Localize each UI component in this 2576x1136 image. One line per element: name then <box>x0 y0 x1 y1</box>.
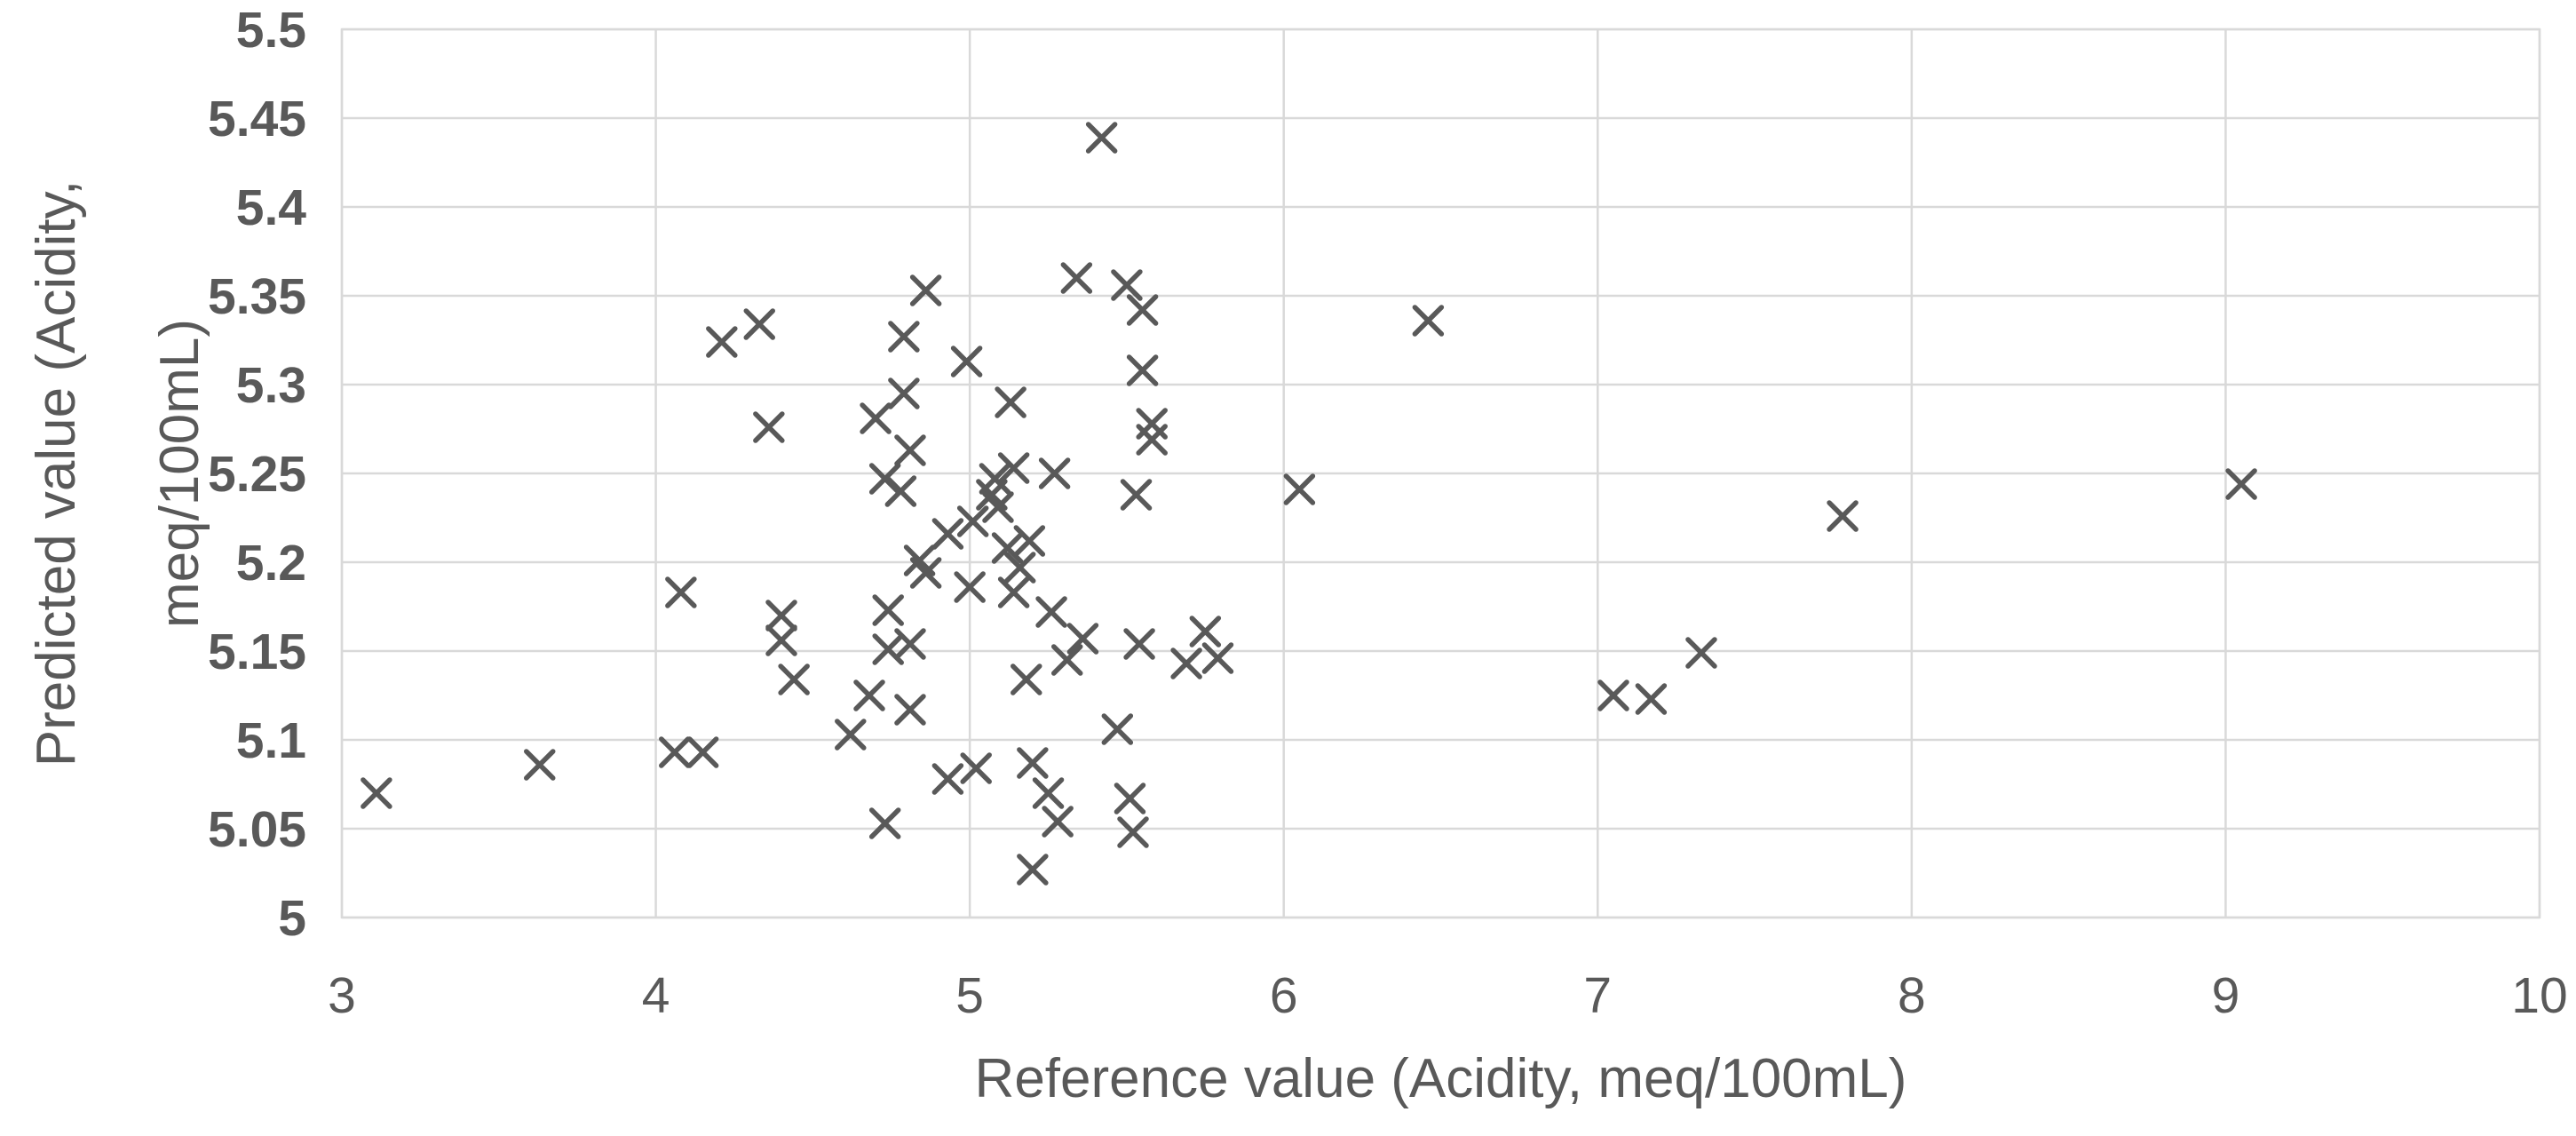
y-tick-label: 5.3 <box>236 357 306 414</box>
data-point-marker <box>991 532 1024 564</box>
y-tick-label: 5.45 <box>208 91 306 147</box>
data-point-marker <box>659 736 691 768</box>
scatter-points <box>361 122 2257 886</box>
data-point-marker <box>868 807 901 839</box>
data-point-marker <box>1060 262 1093 294</box>
y-axis-title: Predicted value (Acidity, meq/100mL) <box>26 29 210 918</box>
data-point-marker <box>982 491 1014 523</box>
data-point-marker <box>1189 616 1222 647</box>
data-point-marker <box>1126 354 1159 386</box>
data-point-marker <box>1035 596 1067 628</box>
data-point-marker <box>894 434 926 466</box>
data-point-marker <box>888 377 920 409</box>
data-point-marker <box>860 402 892 434</box>
data-point-marker <box>884 475 917 507</box>
data-point-marker <box>1412 305 1445 337</box>
data-point-marker <box>1038 457 1071 489</box>
data-point-marker <box>1066 623 1099 655</box>
x-tick-label: 10 <box>2511 967 2567 1024</box>
data-point-marker <box>1032 777 1065 809</box>
data-point-marker <box>909 557 942 589</box>
data-point-marker <box>1111 269 1143 301</box>
x-tick-label: 6 <box>1270 967 1298 1024</box>
data-point-marker <box>765 624 797 656</box>
data-point-marker <box>765 600 797 632</box>
data-point-marker <box>1051 644 1083 676</box>
y-axis-title-line1: Predicted value (Acidity, <box>26 179 87 767</box>
x-axis-tick-labels: 3 4 5 6 7 8 9 10 <box>328 967 2568 1024</box>
data-point-marker <box>665 576 697 608</box>
data-point-marker <box>1011 663 1042 695</box>
x-tick-label: 3 <box>328 967 356 1024</box>
data-point-marker <box>1136 424 1168 456</box>
y-tick-label: 5.05 <box>208 801 306 858</box>
data-point-marker <box>1117 816 1149 848</box>
data-point-marker <box>1017 854 1049 886</box>
data-point-marker <box>950 346 983 377</box>
data-point-marker <box>743 308 775 340</box>
data-point-marker <box>872 594 904 626</box>
data-point-marker <box>1101 713 1134 745</box>
data-point-marker <box>1827 500 1859 532</box>
data-point-marker <box>1114 782 1146 814</box>
x-axis-title: Reference value (Acidity, meq/100mL) <box>974 1048 1907 1109</box>
y-tick-label: 5 <box>278 890 306 947</box>
y-axis-title-line2: meq/100mL) <box>148 318 210 629</box>
data-point-marker <box>956 505 989 537</box>
y-tick-label: 5.35 <box>208 268 306 325</box>
x-tick-label: 8 <box>1898 967 1926 1024</box>
data-point-marker <box>995 386 1026 418</box>
data-point-marker <box>706 326 738 358</box>
data-point-marker <box>778 663 810 695</box>
y-tick-label: 5.5 <box>236 2 306 59</box>
y-tick-label: 5.4 <box>236 179 307 236</box>
data-point-marker <box>931 763 964 795</box>
data-point-marker <box>954 571 986 603</box>
data-point-marker <box>835 719 867 751</box>
data-point-marker <box>960 752 992 784</box>
data-point-marker <box>872 633 904 665</box>
y-tick-label: 5.15 <box>208 624 306 680</box>
data-point-marker <box>997 576 1030 608</box>
data-point-marker <box>2225 468 2257 500</box>
data-point-marker <box>361 777 392 809</box>
data-point-marker <box>524 749 556 781</box>
data-point-marker <box>909 274 942 306</box>
x-tick-label: 9 <box>2212 967 2240 1024</box>
x-tick-label: 4 <box>642 967 670 1024</box>
data-point-marker <box>1635 683 1668 715</box>
y-tick-label: 5.25 <box>208 446 306 503</box>
data-point-marker <box>1042 806 1074 838</box>
x-tick-label: 7 <box>1583 967 1612 1024</box>
data-point-marker <box>1085 122 1118 154</box>
data-point-marker <box>997 452 1030 484</box>
data-point-marker <box>1017 747 1049 779</box>
data-point-marker <box>753 411 785 443</box>
data-point-marker <box>1013 525 1046 557</box>
data-point-marker <box>1003 552 1036 584</box>
data-point-marker <box>1283 473 1316 505</box>
data-point-marker <box>894 694 926 726</box>
y-tick-label: 5.1 <box>236 712 306 769</box>
data-point-marker <box>1120 479 1153 511</box>
data-point-marker <box>1170 647 1202 679</box>
data-point-marker <box>1597 679 1629 711</box>
data-point-marker <box>686 736 719 768</box>
data-point-marker <box>931 518 964 550</box>
data-point-marker <box>1126 294 1159 326</box>
y-tick-label: 5.2 <box>236 535 306 592</box>
data-point-marker <box>1123 628 1155 660</box>
data-point-marker <box>1685 637 1717 669</box>
x-tick-label: 5 <box>955 967 984 1024</box>
data-point-marker <box>853 679 885 711</box>
data-point-marker <box>1201 642 1234 674</box>
plot-border <box>340 28 2541 919</box>
y-axis-tick-labels: 5 5.05 5.1 5.15 5.2 5.25 5.3 5.35 5.4 5.45 5.5 <box>208 2 306 947</box>
data-point-marker <box>888 321 920 353</box>
gridlines <box>340 28 2541 919</box>
